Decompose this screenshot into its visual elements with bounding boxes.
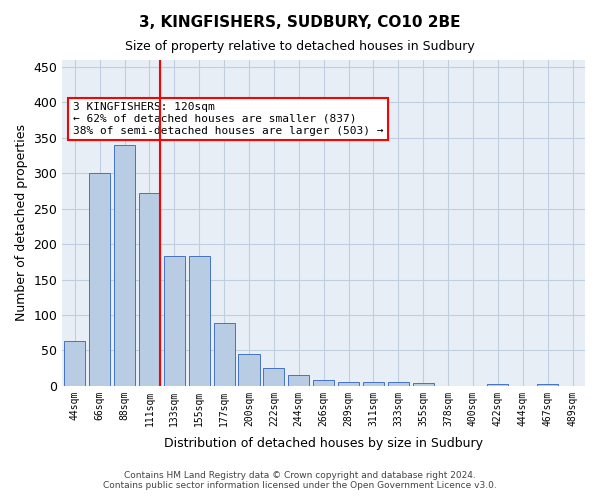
Bar — [238, 354, 260, 386]
Bar — [89, 172, 110, 386]
Bar — [288, 375, 310, 386]
Bar — [313, 380, 334, 386]
Bar — [537, 384, 558, 386]
Text: Size of property relative to detached houses in Sudbury: Size of property relative to detached ho… — [125, 40, 475, 53]
Bar — [338, 382, 359, 386]
Text: Contains HM Land Registry data © Crown copyright and database right 2024.
Contai: Contains HM Land Registry data © Crown c… — [103, 470, 497, 490]
Y-axis label: Number of detached properties: Number of detached properties — [15, 124, 28, 322]
Bar — [114, 145, 135, 386]
Bar — [388, 382, 409, 386]
Text: 3 KINGFISHERS: 120sqm
← 62% of detached houses are smaller (837)
38% of semi-det: 3 KINGFISHERS: 120sqm ← 62% of detached … — [73, 102, 383, 136]
Bar — [64, 341, 85, 386]
Bar — [413, 383, 434, 386]
Bar — [214, 324, 235, 386]
Bar — [363, 382, 384, 386]
Bar — [164, 256, 185, 386]
Bar — [188, 256, 210, 386]
Text: 3, KINGFISHERS, SUDBURY, CO10 2BE: 3, KINGFISHERS, SUDBURY, CO10 2BE — [139, 15, 461, 30]
Bar — [263, 368, 284, 386]
Bar — [139, 193, 160, 386]
X-axis label: Distribution of detached houses by size in Sudbury: Distribution of detached houses by size … — [164, 437, 483, 450]
Bar — [487, 384, 508, 386]
